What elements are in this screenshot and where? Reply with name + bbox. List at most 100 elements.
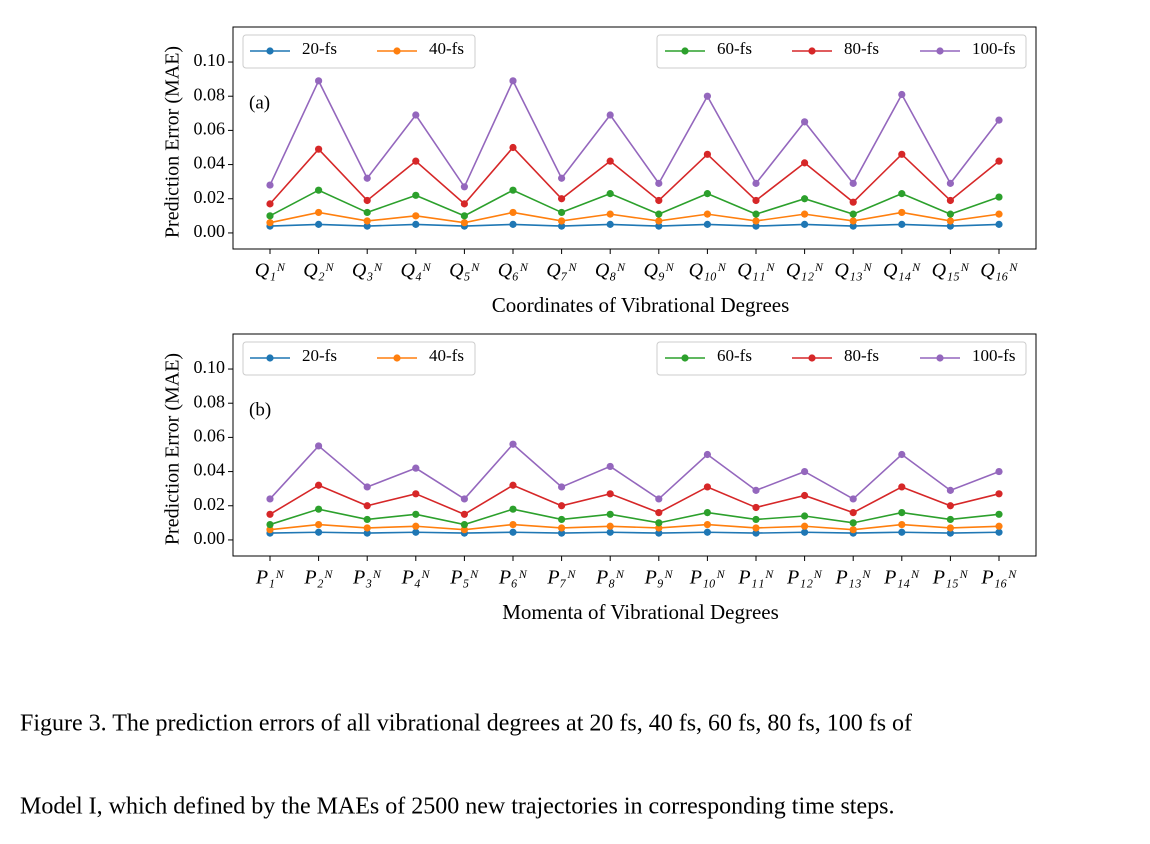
y-tick-label: 0.00	[194, 221, 226, 241]
data-point	[946, 515, 955, 524]
data-point	[606, 157, 614, 165]
data-point	[995, 220, 1003, 228]
series-line	[269, 78, 1000, 189]
data-point	[703, 528, 712, 536]
data-point	[315, 220, 323, 228]
data-point	[898, 520, 906, 529]
data-point	[995, 490, 1003, 498]
data-point	[460, 495, 468, 503]
x-tick-label: Q₅ᴺ	[449, 260, 480, 282]
data-point	[898, 90, 906, 99]
data-point	[363, 217, 371, 225]
data-point	[946, 524, 955, 532]
data-point	[946, 196, 955, 205]
legend-label: 80-fs	[844, 346, 879, 365]
data-point	[655, 222, 663, 230]
y-tick-label: 0.08	[194, 84, 226, 104]
legend-label: 100-fs	[972, 346, 1015, 365]
data-point	[363, 529, 371, 537]
y-tick-label: 0.08	[194, 391, 226, 411]
data-point	[801, 159, 809, 167]
data-point	[509, 481, 517, 489]
data-point	[995, 510, 1003, 518]
data-point	[606, 490, 614, 498]
data-point	[363, 502, 371, 510]
data-point	[509, 520, 517, 529]
data-point	[655, 524, 663, 532]
data-point	[655, 210, 663, 218]
data-point	[898, 450, 906, 459]
data-point	[849, 508, 857, 517]
x-tick-label: Q₁₁ᴺ	[737, 260, 775, 282]
data-point	[315, 481, 323, 489]
data-point	[898, 150, 906, 158]
caption-line: Model I, which defined by the MAEs of 25…	[20, 794, 894, 820]
data-point	[509, 440, 517, 448]
data-point	[558, 222, 566, 230]
data-point	[509, 220, 517, 228]
data-point	[849, 210, 857, 218]
data-point	[558, 208, 566, 217]
data-point	[412, 220, 420, 228]
x-tick-label: Q₁₄ᴺ	[883, 260, 921, 282]
legend-label: 40-fs	[429, 346, 464, 365]
data-point	[460, 520, 468, 529]
legend-marker	[936, 47, 944, 55]
data-point	[995, 116, 1003, 124]
data-point	[606, 510, 614, 518]
data-point	[266, 520, 274, 529]
data-point	[703, 483, 712, 491]
data-point	[558, 502, 566, 510]
x-axis-label: Coordinates of Vibrational Degrees	[492, 293, 790, 317]
x-tick-label: P₈ᴺ	[595, 567, 625, 589]
data-point	[946, 210, 955, 218]
data-point	[460, 212, 468, 220]
data-point	[509, 505, 517, 513]
x-tick-label: Q₁₆ᴺ	[980, 260, 1018, 282]
data-point	[703, 92, 712, 100]
data-point	[558, 217, 566, 225]
data-point	[801, 467, 809, 476]
x-tick-label: P₁ᴺ	[255, 567, 285, 589]
x-tick-label: Q₁ᴺ	[255, 260, 286, 282]
data-point	[898, 483, 906, 491]
legend-box	[656, 341, 1027, 376]
data-point	[801, 522, 809, 530]
data-point	[363, 483, 371, 491]
data-point	[703, 220, 712, 228]
legend-marker	[266, 354, 274, 362]
data-point	[946, 529, 955, 537]
x-tick-label: P₁₂ᴺ	[786, 567, 823, 589]
legend-marker	[936, 354, 944, 362]
data-point	[752, 529, 760, 537]
data-point	[315, 145, 323, 153]
legend-marker	[266, 47, 274, 55]
legend-label: 40-fs	[429, 39, 464, 58]
data-point	[898, 528, 906, 536]
data-point	[898, 508, 906, 517]
data-point	[946, 179, 955, 187]
data-point	[509, 77, 517, 85]
data-point	[266, 200, 274, 208]
data-point	[655, 508, 663, 517]
legend-label: 100-fs	[972, 39, 1015, 58]
data-point	[801, 118, 809, 126]
plot-frame	[232, 26, 1037, 250]
data-point	[558, 515, 566, 524]
data-point	[898, 208, 906, 217]
data-point	[460, 219, 468, 227]
data-point	[315, 208, 323, 217]
data-point	[363, 174, 371, 182]
series-line	[269, 146, 1000, 206]
data-point	[412, 191, 420, 199]
data-point	[995, 522, 1003, 530]
data-point	[266, 219, 274, 227]
data-point	[946, 502, 955, 510]
data-point	[849, 217, 857, 225]
legend-label: 20-fs	[302, 346, 337, 365]
series-line	[269, 211, 1000, 224]
data-point	[655, 179, 663, 187]
x-tick-label: P₅ᴺ	[449, 567, 479, 589]
data-point	[460, 510, 468, 518]
